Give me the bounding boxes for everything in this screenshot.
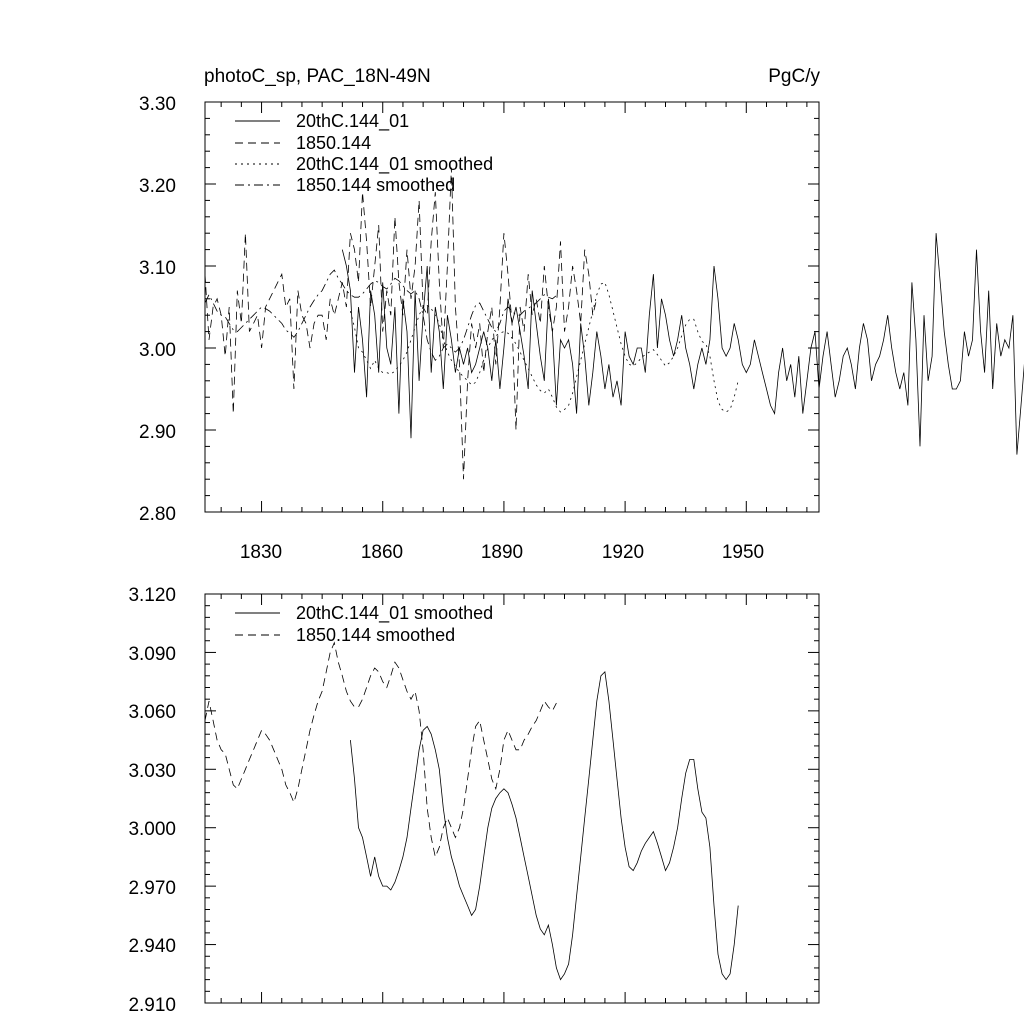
bottom-y-tick-label: 3.030 [128,761,176,782]
bottom-legend: 20thC.144_01 smoothed 1850.144 smoothed [235,603,493,645]
legend-label: 1850.144 smoothed [296,625,455,645]
legend-label: 20thC.144_01 smoothed [296,603,493,624]
series-line-1850-144-smoothed [204,641,557,859]
legend-label: 1850.144 [296,133,371,153]
top-chart-title: photoC_sp, PAC_18N-49N [204,66,431,87]
series-line-20thc-144-01-smoothed [350,281,739,413]
top-y-tick-label: 2.90 [139,422,176,443]
top-y-tick-labels: 3.30 3.20 3.10 3.00 2.90 2.80 [139,94,176,525]
legend-label: 20thC.144_01 [296,111,409,132]
top-y-tick-label: 3.00 [139,340,176,361]
bottom-axes-ticks [205,593,819,1004]
series-line-1850-144-smoothed [204,269,557,361]
top-y-tick-label: 2.80 [139,504,176,525]
bottom-y-tick-label: 2.940 [128,936,176,957]
bottom-y-tick-labels: 3.120 3.090 3.060 3.030 3.000 2.970 2.94… [128,585,176,1016]
series-line-1850-144 [204,167,598,480]
top-chart-units: PgC/y [768,66,820,87]
series-line-20thc-144-01-smoothed [350,671,739,981]
bottom-y-tick-label: 3.000 [128,819,176,840]
bottom-panel: 3.120 3.090 3.060 3.030 3.000 2.970 2.94… [128,585,820,1016]
top-x-tick-label: 1860 [361,542,403,563]
bottom-y-tick-label: 2.970 [128,878,176,899]
bottom-y-tick-label: 3.120 [128,585,176,606]
series-line-20thc-144-01 [341,233,1024,455]
top-y-tick-label: 3.30 [139,94,176,115]
top-panel: photoC_sp, PAC_18N-49N PgC/y 3.30 3.20 3… [139,66,1024,563]
top-plot-frame [204,101,820,513]
top-x-tick-labels: 1830 1860 1890 1920 1950 [240,542,764,563]
top-x-tick-label: 1920 [602,542,644,563]
legend-label: 1850.144 smoothed [296,175,455,195]
bottom-plot-frame [204,593,820,1004]
top-x-tick-label: 1950 [722,542,764,563]
top-y-tick-label: 3.20 [139,176,176,197]
bottom-series-group [204,641,739,981]
top-legend: 20thC.144_01 1850.144 20thC.144_01 smoot… [235,111,493,195]
legend-label: 20thC.144_01 smoothed [296,154,493,175]
top-x-tick-label: 1890 [481,542,523,563]
top-y-tick-label: 3.10 [139,258,176,279]
top-x-tick-label: 1830 [240,542,282,563]
bottom-y-tick-label: 2.910 [128,995,176,1016]
bottom-y-tick-label: 3.060 [128,702,176,723]
bottom-y-tick-label: 3.090 [128,644,176,665]
top-series-group [204,167,1024,480]
